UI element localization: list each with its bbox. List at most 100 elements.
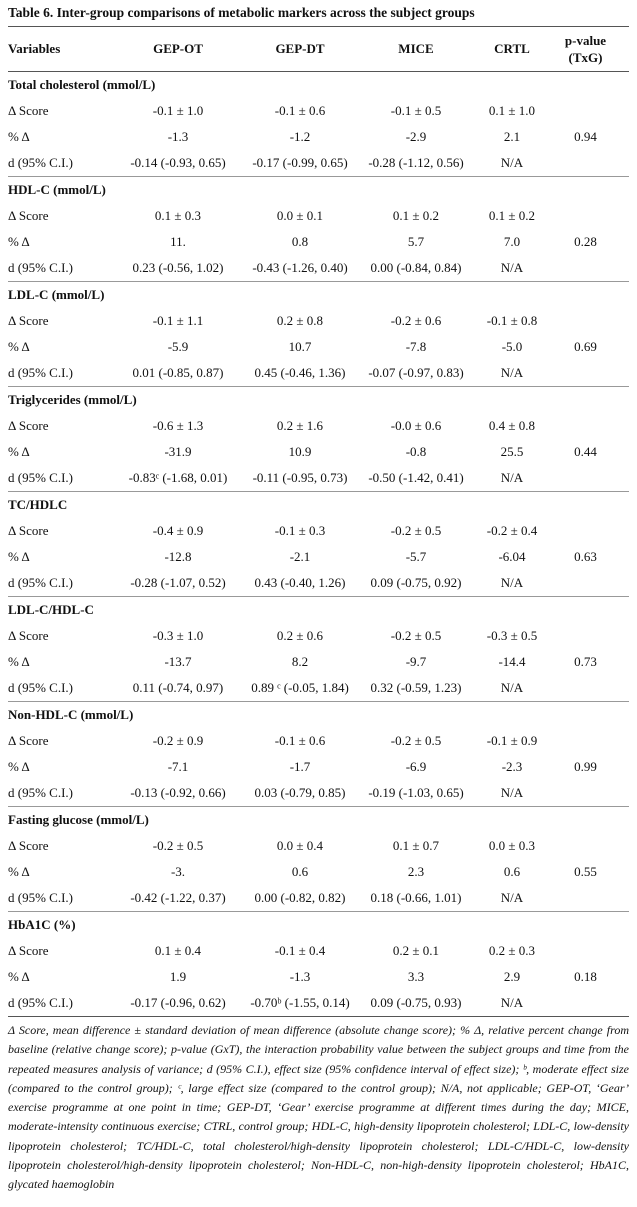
data-row: % Δ 11. 0.8 5.7 7.0 0.28 [8, 229, 629, 255]
cell: -0.17 (-0.96, 0.62) [130, 995, 226, 1010]
data-row: % Δ 1.9 -1.3 3.3 2.9 0.18 [8, 964, 629, 990]
group-title: HbA1C (%) [8, 917, 76, 932]
cell: -0.2 ± 0.5 [390, 733, 442, 748]
cell: 0.2 ± 0.1 [392, 943, 440, 958]
cell: -0.07 (-0.97, 0.83) [368, 365, 464, 380]
data-row: Δ Score -0.2 ± 0.9 -0.1 ± 0.6 -0.2 ± 0.5 -0.… [8, 728, 629, 754]
cell: -0.2 ± 0.5 [390, 523, 442, 538]
row-label: % Δ [8, 339, 30, 354]
data-row: Δ Score -0.4 ± 0.9 -0.1 ± 0.3 -0.2 ± 0.5 -0.… [8, 518, 629, 544]
cell: N/A [500, 470, 524, 485]
data-row: Δ Score -0.3 ± 1.0 0.2 ± 0.6 -0.2 ± 0.5 -0.3… [8, 623, 629, 649]
data-row: Δ Score 0.1 ± 0.4 -0.1 ± 0.4 0.2 ± 0.1 0.2 ±… [8, 938, 629, 964]
cell: -13.7 [164, 654, 192, 669]
group-title-row: Non-HDL-C (mmol/L) [8, 701, 629, 729]
data-row: % Δ -5.9 10.7 -7.8 -5.0 0.69 [8, 334, 629, 360]
empty-cell [554, 203, 629, 229]
cell: 0.43 (-0.40, 1.26) [254, 575, 346, 590]
cell: -31.9 [164, 444, 192, 459]
group-title: LDL-C/HDL-C [8, 602, 94, 617]
cell: -1.3 [289, 969, 311, 984]
row-label: % Δ [8, 549, 30, 564]
cell: 0.8 [291, 234, 309, 249]
group-title-row: Fasting glucose (mmol/L) [8, 806, 629, 834]
data-row: d (95% C.I.) -0.13 (-0.92, 0.66) 0.03 (-0.… [8, 780, 629, 807]
cell: -0.2 ± 0.4 [486, 523, 538, 538]
group-title-row: TC/HDLC [8, 491, 629, 519]
cell: 5.7 [407, 234, 425, 249]
p-value: 0.55 [574, 864, 597, 879]
data-row: % Δ -3. 0.6 2.3 0.6 0.55 [8, 859, 629, 885]
cell: 0.1 ± 0.2 [392, 208, 440, 223]
group-title: LDL-C (mmol/L) [8, 287, 105, 302]
cell: -0.3 ± 0.5 [486, 628, 538, 643]
cell: 0.09 (-0.75, 0.92) [370, 575, 462, 590]
data-row: Δ Score 0.1 ± 0.3 0.0 ± 0.1 0.1 ± 0.2 0.1 ± … [8, 203, 629, 229]
empty-cell [554, 728, 629, 754]
empty-cell [554, 675, 629, 702]
row-label: Δ Score [8, 418, 49, 433]
row-label: Δ Score [8, 628, 49, 643]
empty-cell [554, 465, 629, 492]
cell: 1.9 [169, 969, 187, 984]
row-label: d (95% C.I.) [8, 470, 73, 485]
cell: 3.3 [407, 969, 425, 984]
cell: -0.1 ± 0.4 [274, 943, 326, 958]
data-row: % Δ -13.7 8.2 -9.7 -14.4 0.73 [8, 649, 629, 675]
cell: -0.8 [405, 444, 427, 459]
header-cell: CRTL [494, 41, 530, 56]
row-label: d (95% C.I.) [8, 260, 73, 275]
cell: 0.2 ± 0.8 [276, 313, 324, 328]
data-row: % Δ -1.3 -1.2 -2.9 2.1 0.94 [8, 124, 629, 150]
cell: 0.2 ± 0.3 [488, 943, 536, 958]
cell: 0.1 ± 0.2 [488, 208, 536, 223]
data-row: d (95% C.I.) 0.01 (-0.85, 0.87) 0.45 (-0.4… [8, 360, 629, 387]
empty-cell [554, 413, 629, 439]
empty-cell [554, 360, 629, 387]
data-row: d (95% C.I.) -0.17 (-0.96, 0.62) -0.70ᵇ (-… [8, 990, 629, 1017]
cell: -0.43 (-1.26, 0.40) [252, 260, 348, 275]
empty-cell [554, 780, 629, 807]
cell: 10.9 [288, 444, 312, 459]
cell: 0.2 ± 1.6 [276, 418, 324, 433]
data-row: % Δ -31.9 10.9 -0.8 25.5 0.44 [8, 439, 629, 465]
cell: 0.1 ± 0.7 [392, 838, 440, 853]
empty-cell [554, 570, 629, 597]
cell: -0.1 ± 1.0 [152, 103, 204, 118]
cell: -0.28 (-1.12, 0.56) [368, 155, 464, 170]
cell: 0.4 ± 0.8 [488, 418, 536, 433]
empty-cell [554, 150, 629, 177]
row-label: % Δ [8, 654, 30, 669]
cell: -5.9 [167, 339, 189, 354]
data-row: d (95% C.I.) 0.11 (-0.74, 0.97) 0.89 ᶜ (-0… [8, 675, 629, 702]
p-value: 0.69 [574, 339, 597, 354]
cell: 0.23 (-0.56, 1.02) [132, 260, 224, 275]
cell: 0.0 ± 0.4 [276, 838, 324, 853]
cell: -0.13 (-0.92, 0.66) [130, 785, 226, 800]
cell: -0.4 ± 0.9 [152, 523, 204, 538]
p-value: 0.18 [574, 969, 597, 984]
cell: -7.8 [405, 339, 427, 354]
empty-cell [554, 833, 629, 859]
cell: 0.1 ± 0.3 [154, 208, 202, 223]
group-title: TC/HDLC [8, 497, 68, 512]
cell: -6.9 [405, 759, 427, 774]
cell: N/A [500, 365, 524, 380]
cell: 2.1 [503, 129, 521, 144]
empty-cell [554, 308, 629, 334]
cell: 7.0 [503, 234, 521, 249]
row-label: Δ Score [8, 313, 49, 328]
cell: -5.7 [405, 549, 427, 564]
cell: -0.2 ± 0.6 [390, 313, 442, 328]
header-cell: GEP-OT [153, 41, 203, 56]
cell: -5.0 [501, 339, 523, 354]
cell: 0.18 (-0.66, 1.01) [370, 890, 462, 905]
cell: -0.17 (-0.99, 0.65) [252, 155, 348, 170]
cell: -0.3 ± 1.0 [152, 628, 204, 643]
footnote: Δ Score, mean difference ± standard devi… [8, 1023, 629, 1192]
cell: -1.2 [289, 129, 311, 144]
header-cell: MICE [398, 41, 434, 56]
empty-cell [554, 623, 629, 649]
cell: -0.1 ± 1.1 [152, 313, 204, 328]
cell: 25.5 [500, 444, 524, 459]
